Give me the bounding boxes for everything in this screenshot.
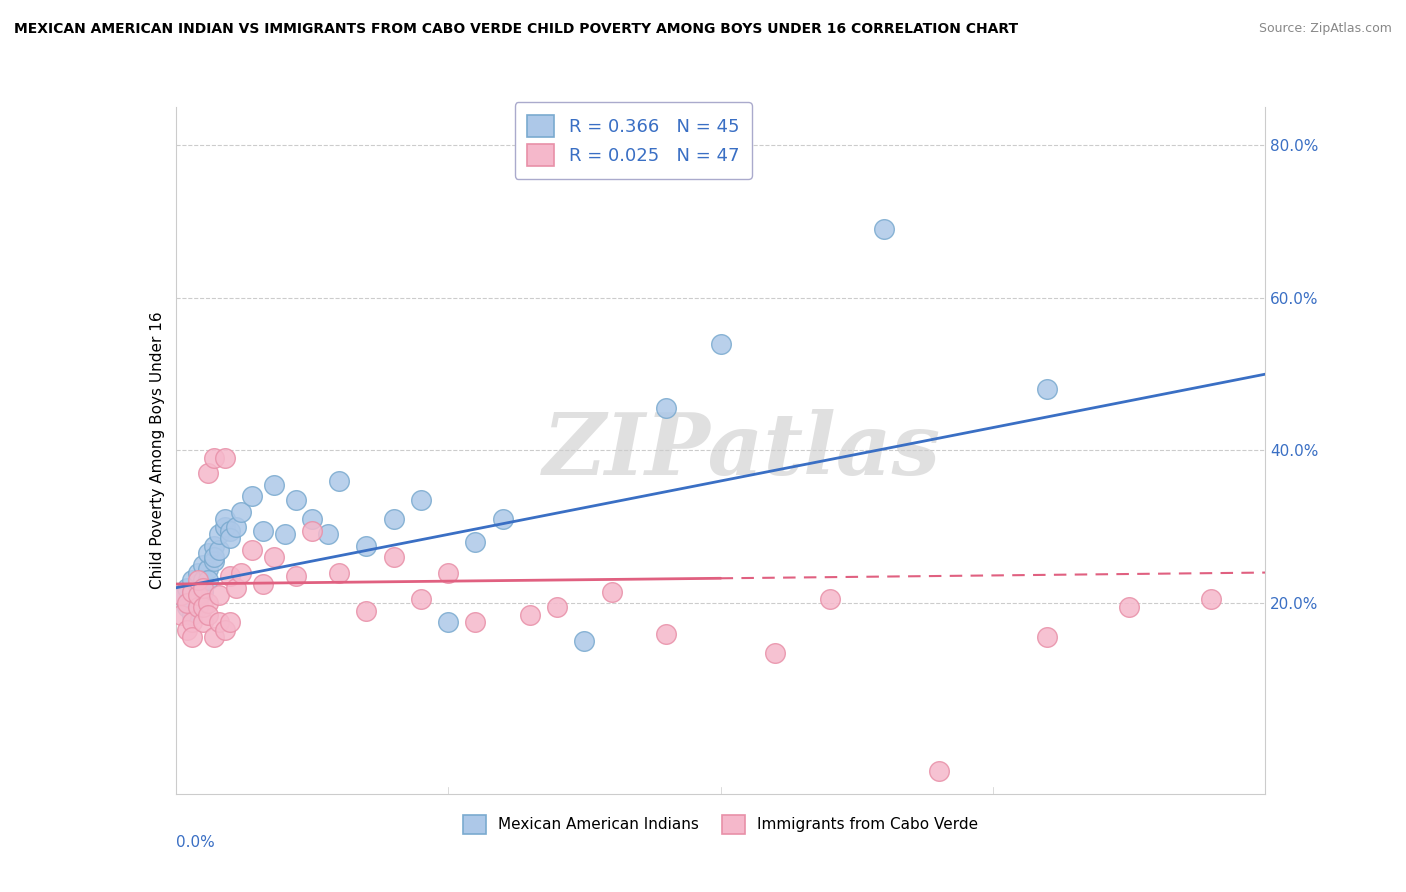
Point — [191, 573, 214, 587]
Point — [176, 599, 198, 614]
Point — [186, 566, 209, 580]
Point — [492, 512, 515, 526]
Point — [176, 596, 198, 610]
Point — [263, 550, 285, 565]
Point — [214, 520, 236, 534]
Point — [202, 554, 225, 568]
Point — [197, 546, 219, 561]
Point — [197, 596, 219, 610]
Point — [181, 615, 204, 630]
Point — [546, 599, 568, 614]
Point — [197, 562, 219, 576]
Point — [1036, 383, 1059, 397]
Point — [710, 336, 733, 351]
Point — [208, 615, 231, 630]
Point — [600, 584, 623, 599]
Point — [301, 512, 323, 526]
Point — [873, 222, 896, 236]
Point — [284, 569, 307, 583]
Point — [252, 524, 274, 538]
Point — [1199, 592, 1222, 607]
Point — [208, 589, 231, 603]
Point — [214, 512, 236, 526]
Point — [219, 524, 242, 538]
Point — [318, 527, 340, 541]
Point — [208, 527, 231, 541]
Point — [409, 592, 432, 607]
Point — [240, 542, 263, 557]
Point — [301, 524, 323, 538]
Point — [181, 584, 204, 599]
Point — [219, 569, 242, 583]
Point — [1118, 599, 1140, 614]
Point — [202, 550, 225, 565]
Point — [191, 581, 214, 595]
Point — [240, 489, 263, 503]
Point — [170, 589, 193, 603]
Point — [202, 451, 225, 466]
Point — [225, 581, 247, 595]
Point — [328, 474, 350, 488]
Point — [231, 504, 253, 518]
Point — [1036, 631, 1059, 645]
Point — [214, 623, 236, 637]
Point — [219, 615, 242, 630]
Point — [655, 401, 678, 416]
Point — [186, 599, 209, 614]
Point — [574, 634, 596, 648]
Text: ZIPatlas: ZIPatlas — [543, 409, 942, 492]
Point — [202, 539, 225, 553]
Point — [181, 631, 204, 645]
Point — [191, 558, 214, 572]
Point — [382, 512, 405, 526]
Legend: Mexican American Indians, Immigrants from Cabo Verde: Mexican American Indians, Immigrants fro… — [456, 807, 986, 841]
Point — [170, 589, 193, 603]
Point — [181, 584, 204, 599]
Point — [382, 550, 405, 565]
Point — [464, 615, 486, 630]
Text: 0.0%: 0.0% — [176, 835, 215, 850]
Point — [409, 493, 432, 508]
Point — [186, 592, 209, 607]
Point — [186, 589, 209, 603]
Point — [191, 615, 214, 630]
Point — [202, 631, 225, 645]
Point — [197, 573, 219, 587]
Point — [186, 577, 209, 591]
Point — [437, 615, 460, 630]
Point — [225, 520, 247, 534]
Point — [356, 539, 378, 553]
Point — [181, 573, 204, 587]
Text: Source: ZipAtlas.com: Source: ZipAtlas.com — [1258, 22, 1392, 36]
Point — [818, 592, 841, 607]
Point — [519, 607, 541, 622]
Point — [274, 527, 297, 541]
Point — [176, 623, 198, 637]
Text: MEXICAN AMERICAN INDIAN VS IMMIGRANTS FROM CABO VERDE CHILD POVERTY AMONG BOYS U: MEXICAN AMERICAN INDIAN VS IMMIGRANTS FR… — [14, 22, 1018, 37]
Point — [170, 607, 193, 622]
Point — [197, 607, 219, 622]
Point — [655, 626, 678, 640]
Point — [464, 535, 486, 549]
Point — [191, 584, 214, 599]
Point — [208, 542, 231, 557]
Point — [356, 604, 378, 618]
Point — [186, 573, 209, 587]
Point — [252, 577, 274, 591]
Point — [191, 599, 214, 614]
Point — [219, 531, 242, 545]
Point — [437, 566, 460, 580]
Y-axis label: Child Poverty Among Boys Under 16: Child Poverty Among Boys Under 16 — [149, 311, 165, 590]
Point — [328, 566, 350, 580]
Point — [214, 451, 236, 466]
Point — [181, 607, 204, 622]
Point — [763, 646, 786, 660]
Point — [197, 467, 219, 481]
Point — [231, 566, 253, 580]
Point — [176, 581, 198, 595]
Point — [928, 764, 950, 778]
Point — [284, 493, 307, 508]
Point — [263, 478, 285, 492]
